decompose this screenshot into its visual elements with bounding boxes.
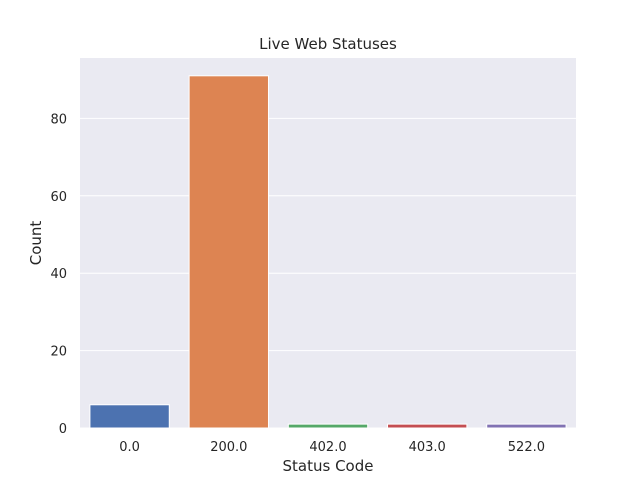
bar-403.0 [387,423,468,429]
chart-title: Live Web Statuses [259,35,397,53]
y-tick-label: 80 [50,112,67,127]
x-tick-label: 0.0 [119,440,140,455]
x-axis-label: Status Code [283,457,374,475]
bars [89,75,567,429]
bar-0.0 [89,404,170,429]
y-tick-label: 40 [50,267,67,282]
x-tick-label: 200.0 [210,440,247,455]
bar-402.0 [287,423,369,429]
x-axis-ticks: 0.0 200.0 402.0 403.0 522.0 [119,440,545,455]
y-tick-label: 20 [50,345,67,360]
bar-522.0 [486,423,567,429]
y-axis-ticks: 0 20 40 60 80 [50,112,67,437]
plot-area [80,58,576,428]
y-tick-label: 60 [50,190,67,205]
y-axis-label: Count [27,221,45,266]
bar-200.0 [188,75,269,429]
x-tick-label: 403.0 [409,440,446,455]
x-tick-label: 522.0 [508,440,545,455]
x-tick-label: 402.0 [309,440,346,455]
y-tick-label: 0 [59,422,67,437]
